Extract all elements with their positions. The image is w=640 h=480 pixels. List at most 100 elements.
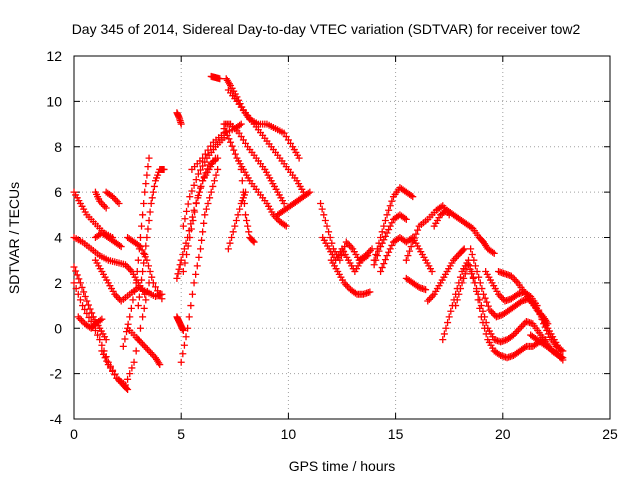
data-point <box>439 336 447 344</box>
data-point <box>317 199 325 207</box>
data-point <box>428 268 436 276</box>
x-axis-label: GPS time / hours <box>289 458 396 474</box>
data-point <box>101 202 109 210</box>
data-point <box>134 256 142 264</box>
data-point <box>402 256 410 264</box>
data-point <box>385 248 393 256</box>
data-point <box>521 344 529 352</box>
data-point <box>192 270 200 278</box>
data-point <box>124 386 132 394</box>
data-point <box>183 251 191 259</box>
data-point <box>321 216 329 224</box>
data-point <box>243 216 251 224</box>
data-point <box>70 263 78 271</box>
data-point <box>141 188 149 196</box>
data-point <box>422 286 430 294</box>
data-point <box>76 315 84 323</box>
data-point <box>386 202 394 210</box>
data-point <box>197 182 205 190</box>
data-point <box>466 265 474 273</box>
data-point <box>375 247 383 255</box>
data-point <box>227 138 235 146</box>
data-point <box>347 243 355 251</box>
data-point <box>364 252 372 260</box>
data-point <box>388 241 396 249</box>
data-point <box>142 242 150 250</box>
data-point <box>158 295 166 303</box>
data-point <box>140 304 148 312</box>
data-point <box>143 171 151 179</box>
series-track-15 <box>173 109 185 128</box>
data-point <box>378 239 386 247</box>
data-point <box>320 211 328 219</box>
data-point <box>114 294 122 302</box>
data-point <box>473 268 481 276</box>
data-point <box>381 232 389 240</box>
data-point <box>458 279 466 287</box>
x-tick-label: 15 <box>388 426 404 442</box>
data-point <box>543 327 551 335</box>
series-track-37 <box>402 274 430 294</box>
series-track-31 <box>319 234 372 276</box>
series-track-16 <box>173 313 187 335</box>
data-point <box>513 328 521 336</box>
data-point <box>148 194 156 202</box>
series-track-44 <box>495 268 552 328</box>
data-point <box>188 290 196 298</box>
data-point <box>328 239 336 247</box>
data-point <box>223 131 231 139</box>
data-point <box>124 375 132 383</box>
data-point <box>224 245 232 253</box>
axis-ticks: 0 5 10 15 20 25 -4 -2 0 2 4 6 8 10 12 <box>46 48 618 442</box>
data-point <box>484 302 492 310</box>
data-point <box>136 285 144 293</box>
data-point <box>468 270 476 278</box>
data-point <box>343 282 351 290</box>
data-point <box>481 294 489 302</box>
series-track-38 <box>430 206 498 257</box>
data-point <box>295 154 303 162</box>
x-tick-label: 0 <box>70 426 78 442</box>
data-point <box>76 296 84 304</box>
data-point <box>144 225 152 233</box>
data-point <box>559 356 567 364</box>
data-point <box>145 262 153 270</box>
data-point <box>148 273 156 281</box>
data-point <box>143 287 151 295</box>
data-point <box>342 238 350 246</box>
data-point <box>445 313 453 321</box>
data-point <box>468 251 476 259</box>
data-point <box>469 274 477 282</box>
data-point <box>453 253 461 261</box>
data-point <box>123 384 131 392</box>
data-point <box>381 256 389 264</box>
data-point <box>377 243 385 251</box>
data-point <box>242 211 250 219</box>
data-point <box>142 180 150 188</box>
data-point <box>134 335 142 343</box>
data-point <box>202 205 210 213</box>
data-point <box>444 319 452 327</box>
data-point <box>99 350 107 358</box>
data-point <box>190 181 198 189</box>
series-track-3 <box>102 188 123 207</box>
data-point <box>456 273 464 281</box>
data-point <box>182 333 190 341</box>
data-point <box>230 146 238 154</box>
data-point <box>483 298 491 306</box>
data-point <box>507 272 515 280</box>
x-tick-label: 10 <box>281 426 297 442</box>
y-tick-label: 10 <box>46 93 62 109</box>
data-point <box>304 189 312 197</box>
data-point <box>475 273 483 281</box>
data-point <box>179 222 187 230</box>
series-track-6 <box>70 263 110 344</box>
series-track-5 <box>91 229 125 251</box>
data-point <box>476 296 484 304</box>
data-point <box>142 296 150 304</box>
data-point <box>187 302 195 310</box>
data-point <box>238 177 246 185</box>
data-point <box>147 349 155 357</box>
data-point <box>407 192 415 200</box>
data-point <box>183 207 191 215</box>
